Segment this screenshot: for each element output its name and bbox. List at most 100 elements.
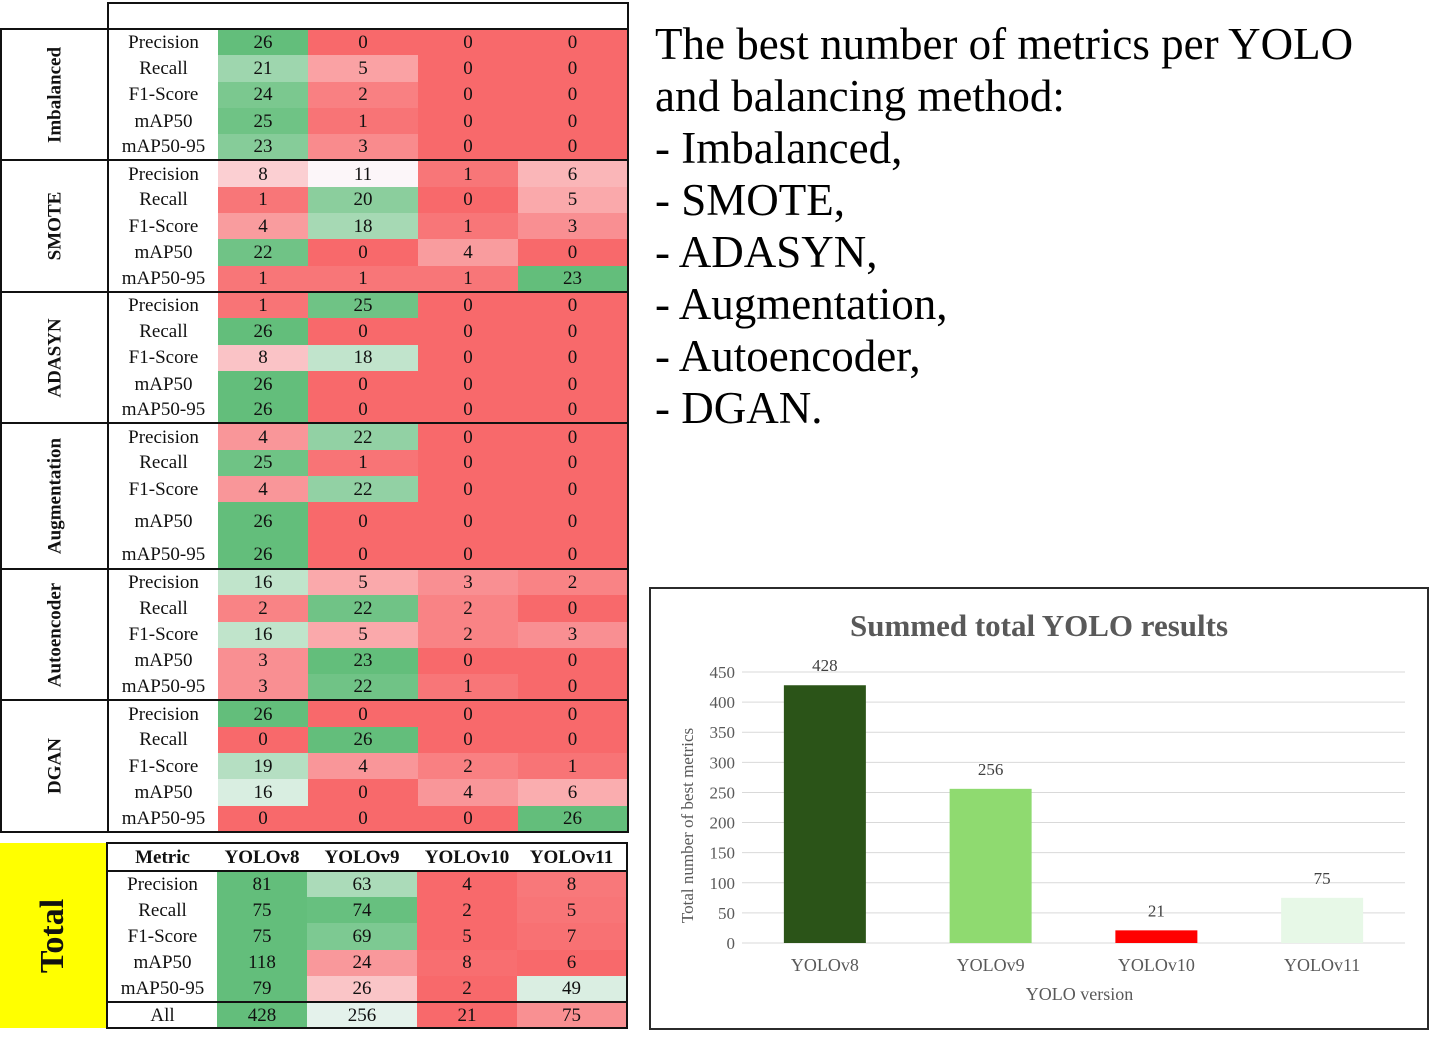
value-cell: 0 <box>518 541 629 570</box>
value-cell: 0 <box>418 647 518 675</box>
metric-label: mAP50 <box>107 647 218 675</box>
value-cell: 24 <box>307 949 417 976</box>
column-header: YOLOv10 <box>417 842 517 872</box>
y-tick-label: 50 <box>718 904 735 923</box>
value-cell: 0 <box>418 318 518 345</box>
value-cell: 0 <box>418 344 518 371</box>
data-label: 256 <box>978 760 1004 779</box>
value-cell: 0 <box>518 55 629 82</box>
value-cell: 0 <box>418 449 518 477</box>
note-line: The best number of metrics per YOLO <box>655 19 1354 69</box>
y-axis-label: Total number of best metrics <box>678 728 697 923</box>
y-tick-label: 400 <box>710 693 736 712</box>
value-cell: 0 <box>418 476 518 503</box>
metric-label: mAP50 <box>107 370 218 398</box>
value-cell: 1 <box>418 265 518 293</box>
metric-label: F1-Score <box>107 753 218 780</box>
metric-label: mAP50-95 <box>107 397 218 425</box>
table-row: Recall 1 20 0 5 <box>1 186 629 214</box>
value-cell: 0 <box>518 318 629 345</box>
table-row: mAP50-95 1 1 1 23 <box>1 265 629 293</box>
value-cell: 11 <box>308 160 418 187</box>
value-cell: 5 <box>518 186 629 214</box>
value-cell: 0 <box>418 541 518 570</box>
bar <box>949 788 1032 943</box>
y-tick-label: 200 <box>710 814 736 833</box>
value-cell: 0 <box>308 779 418 806</box>
metric-label: mAP50-95 <box>107 805 218 833</box>
value-cell: 2 <box>417 975 517 1002</box>
table-row: Precision 81 63 4 8 <box>0 871 628 898</box>
value-cell: 5 <box>308 55 418 82</box>
value-cell: 4 <box>418 239 518 266</box>
value-cell: 1 <box>418 213 518 240</box>
metric-label: mAP50-95 <box>107 265 218 293</box>
column-header: YOLOv9 <box>307 842 417 872</box>
value-cell: 19 <box>218 753 308 780</box>
value-cell: 24 <box>218 81 308 108</box>
bar <box>1281 897 1364 943</box>
value-cell: 0 <box>518 81 629 108</box>
table-row: mAP50-95 0 0 0 26 <box>1 805 629 833</box>
metric-label: Recall <box>107 55 218 82</box>
total-label: Total <box>34 898 71 973</box>
value-cell: 2 <box>218 595 308 622</box>
value-cell: 0 <box>518 29 629 56</box>
metric-label: mAP50 <box>107 107 218 135</box>
value-cell: 0 <box>518 595 629 622</box>
value-cell: 4 <box>418 779 518 806</box>
value-cell: 1 <box>418 674 518 702</box>
value-cell: 2 <box>418 753 518 780</box>
value-cell: 3 <box>518 621 629 648</box>
value-cell: 0 <box>308 239 418 266</box>
value-cell: 0 <box>418 134 518 162</box>
table-row: mAP50 26 0 0 0 <box>1 502 629 542</box>
value-cell: 6 <box>518 160 629 187</box>
metric-label: Precision <box>107 29 218 56</box>
value-cell: 0 <box>518 449 629 477</box>
value-cell: 0 <box>218 726 308 754</box>
metric-label: Recall <box>107 726 218 754</box>
value-cell: 22 <box>308 476 418 503</box>
value-cell: 1 <box>418 160 518 187</box>
value-cell: 26 <box>518 805 629 833</box>
value-cell: 0 <box>518 476 629 503</box>
totals-table: Total Metric YOLOv8 YOLOv9 YOLOv10 YOLOv11 Pre… <box>0 842 628 1030</box>
metric-label: Precision <box>107 291 218 319</box>
metric-label: mAP50 <box>107 779 218 806</box>
value-cell: 4 <box>218 213 308 240</box>
value-cell: 26 <box>307 975 417 1002</box>
value-cell: 26 <box>218 397 308 425</box>
value-cell: 3 <box>518 213 629 240</box>
value-cell: 1 <box>218 291 308 319</box>
value-cell: 0 <box>418 81 518 108</box>
value-cell: 2 <box>417 897 517 924</box>
table-row: SMOTE Precision 8 11 1 6 <box>0 159 629 293</box>
value-cell: 23 <box>518 265 629 293</box>
x-axis-label: YOLO version <box>1026 984 1133 1004</box>
value-cell: 21 <box>218 55 308 82</box>
metric-label: mAP50 <box>107 502 218 542</box>
value-cell: 1 <box>218 186 308 214</box>
value-cell: 26 <box>218 700 308 727</box>
value-cell: 20 <box>308 186 418 214</box>
value-cell: 1 <box>218 265 308 293</box>
value-cell: 0 <box>518 700 629 727</box>
value-cell: 18 <box>308 344 418 371</box>
value-cell: 6 <box>518 779 629 806</box>
table-row: mAP50 16 0 4 6 <box>1 779 629 806</box>
value-cell: 8 <box>218 160 308 187</box>
note-line: - Autoencoder, <box>655 331 921 381</box>
table-row: mAP50 22 0 4 0 <box>1 239 629 266</box>
column-header <box>218 2 308 30</box>
value-cell: 0 <box>518 397 629 425</box>
table-row: F1-Score 24 2 0 0 <box>1 81 629 108</box>
table-row: Recall 2 22 2 0 <box>1 595 629 622</box>
table-row: Recall 75 74 2 5 <box>0 897 628 924</box>
note-line: and balancing method: <box>655 71 1065 121</box>
table-row: mAP50 26 0 0 0 <box>1 370 629 398</box>
value-cell: 25 <box>218 107 308 135</box>
value-cell: 1 <box>308 265 418 293</box>
table-row: mAP50 118 24 8 6 <box>0 949 628 976</box>
total-label-cell: Total <box>0 843 107 1029</box>
